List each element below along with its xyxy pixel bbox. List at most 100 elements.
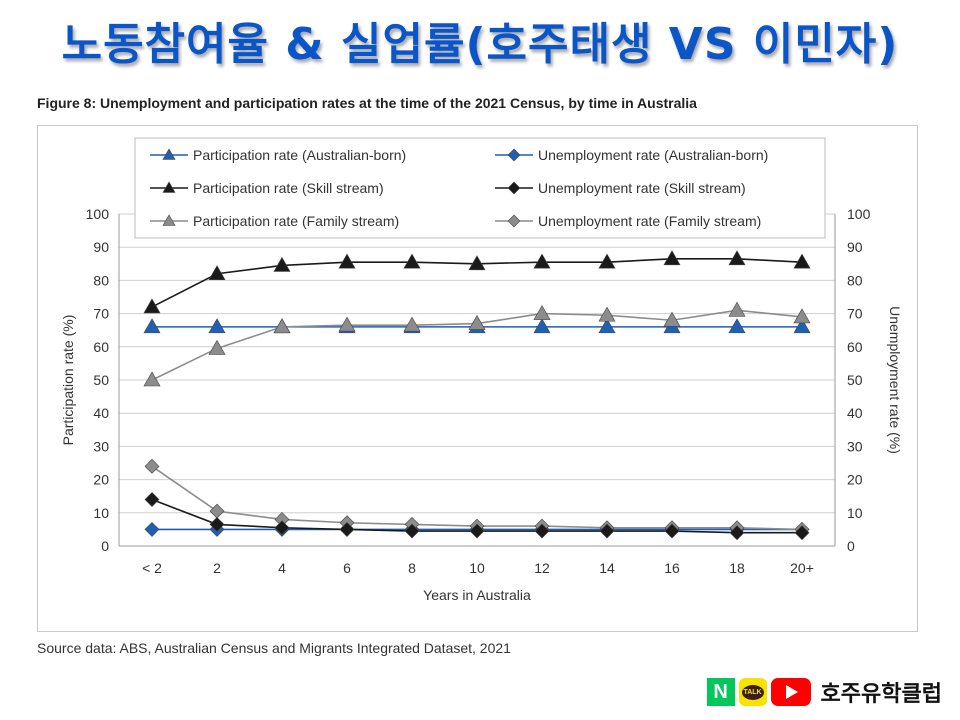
legend-box xyxy=(134,137,826,239)
kakaotalk-bubble: TALK xyxy=(741,684,764,700)
data-point-diamond xyxy=(664,523,680,539)
data-point-triangle xyxy=(403,316,421,332)
y-tick-label-right: 90 xyxy=(847,239,863,255)
x-axis-title: Years in Australia xyxy=(423,587,531,603)
data-point-triangle xyxy=(793,308,811,324)
y-tick-label-left: 60 xyxy=(93,339,109,355)
legend-diamond-icon xyxy=(507,214,521,228)
data-point-triangle xyxy=(208,339,226,355)
data-point-triangle xyxy=(793,318,811,334)
y-tick-label-left: 70 xyxy=(93,306,109,322)
data-point-triangle xyxy=(403,253,421,269)
y-tick-label-left: 90 xyxy=(93,239,109,255)
legend-triangle-icon xyxy=(162,214,176,226)
axes: 0 0 10 10 20 20 30 30 40 40 50 50 60 60 70 70 80 80 90 90 10… xyxy=(60,206,903,603)
y-axis-title-right: Unemployment rate (%) xyxy=(887,306,903,454)
series xyxy=(143,250,811,541)
data-point-triangle xyxy=(143,318,161,334)
brand-name: 호주유학클럽 xyxy=(820,682,942,707)
data-point-triangle xyxy=(143,371,161,387)
x-tick-label: 20+ xyxy=(790,560,814,576)
y-tick-label-left: 80 xyxy=(93,272,109,288)
kakaotalk-icon[interactable]: TALK xyxy=(738,678,767,706)
legend-label: Unemployment rate (Family stream) xyxy=(538,213,761,229)
data-point-triangle xyxy=(273,256,291,272)
legend-label: Participation rate (Australian-born) xyxy=(193,147,406,163)
data-point-triangle xyxy=(338,316,356,332)
y-tick-label-right: 80 xyxy=(847,272,863,288)
data-point-diamond xyxy=(209,503,225,519)
data-point-triangle xyxy=(273,318,291,334)
naver-icon-letter: N xyxy=(713,680,728,703)
y-tick-label-left: 0 xyxy=(101,538,109,554)
legend-label: Unemployment rate (Skill stream) xyxy=(538,180,746,196)
data-point-triangle xyxy=(598,318,616,334)
y-tick-label-left: 50 xyxy=(93,372,109,388)
x-tick-label: < 2 xyxy=(142,560,162,576)
x-tick-label: 4 xyxy=(278,560,286,576)
data-point-triangle xyxy=(598,253,616,269)
data-point-diamond xyxy=(209,516,225,532)
data-point-triangle xyxy=(663,250,681,266)
x-tick-label: 12 xyxy=(534,560,550,576)
y-tick-label-right: 100 xyxy=(847,206,871,222)
y-tick-label-left: 30 xyxy=(93,438,109,454)
data-point-triangle xyxy=(338,253,356,269)
data-point-diamond xyxy=(274,520,290,536)
x-tick-label: 14 xyxy=(599,560,615,576)
legend-diamond-icon xyxy=(507,148,521,162)
legend-triangle-icon xyxy=(162,148,176,160)
x-tick-label: 8 xyxy=(408,560,416,576)
legend-label: Participation rate (Skill stream) xyxy=(193,180,384,196)
data-point-triangle xyxy=(143,298,161,314)
data-point-triangle xyxy=(598,306,616,322)
legend: Participation rate (Australian-born) Unem… xyxy=(134,137,826,239)
y-axis-title-left: Participation rate (%) xyxy=(60,315,76,446)
y-tick-label-right: 70 xyxy=(847,306,863,322)
data-point-diamond xyxy=(404,523,420,539)
data-point-diamond xyxy=(534,523,550,539)
y-tick-label-left: 100 xyxy=(86,206,110,222)
data-point-triangle xyxy=(533,318,551,334)
data-point-diamond xyxy=(729,525,745,541)
y-tick-label-left: 10 xyxy=(93,505,109,521)
y-tick-label-right: 40 xyxy=(847,405,863,421)
y-tick-label-right: 30 xyxy=(847,438,863,454)
chart-frame xyxy=(37,125,918,632)
data-point-triangle xyxy=(208,265,226,281)
y-tick-label-right: 10 xyxy=(847,505,863,521)
data-point-triangle xyxy=(533,304,551,320)
data-point-triangle xyxy=(533,253,551,269)
y-tick-label-right: 50 xyxy=(847,372,863,388)
data-point-triangle xyxy=(208,318,226,334)
x-tick-label: 2 xyxy=(213,560,221,576)
brand-bar: N TALK 호주유학클럽 xyxy=(706,676,942,708)
data-point-diamond xyxy=(469,523,485,539)
figure-title: Figure 8: Unemployment and participation… xyxy=(37,95,697,111)
data-point-diamond xyxy=(339,521,355,537)
slide-title: 노동참여율 & 실업률(호주태생 VS 이민자) xyxy=(61,19,899,70)
x-tick-label: 6 xyxy=(343,560,351,576)
y-tick-label-right: 20 xyxy=(847,472,863,488)
naver-icon[interactable]: N xyxy=(706,678,735,706)
legend-label: Unemployment rate (Australian-born) xyxy=(538,147,768,163)
y-tick-label-left: 20 xyxy=(93,472,109,488)
legend-label: Participation rate (Family stream) xyxy=(193,213,399,229)
data-point-diamond xyxy=(144,458,160,474)
data-point-diamond xyxy=(599,523,615,539)
data-point-triangle xyxy=(468,255,486,271)
data-point-diamond xyxy=(144,492,160,507)
youtube-icon[interactable] xyxy=(770,678,811,706)
y-tick-label-right: 0 xyxy=(847,538,855,554)
data-point-triangle xyxy=(728,301,746,317)
legend-triangle-icon xyxy=(162,181,176,193)
data-point-triangle xyxy=(728,318,746,334)
y-tick-label-right: 60 xyxy=(847,339,863,355)
x-tick-label: 16 xyxy=(664,560,680,576)
data-point-diamond xyxy=(794,525,810,541)
data-point-triangle xyxy=(663,311,681,327)
data-point-triangle xyxy=(793,253,811,269)
source-note: Source data: ABS, Australian Census and … xyxy=(37,640,511,656)
x-tick-label: 10 xyxy=(469,560,485,576)
